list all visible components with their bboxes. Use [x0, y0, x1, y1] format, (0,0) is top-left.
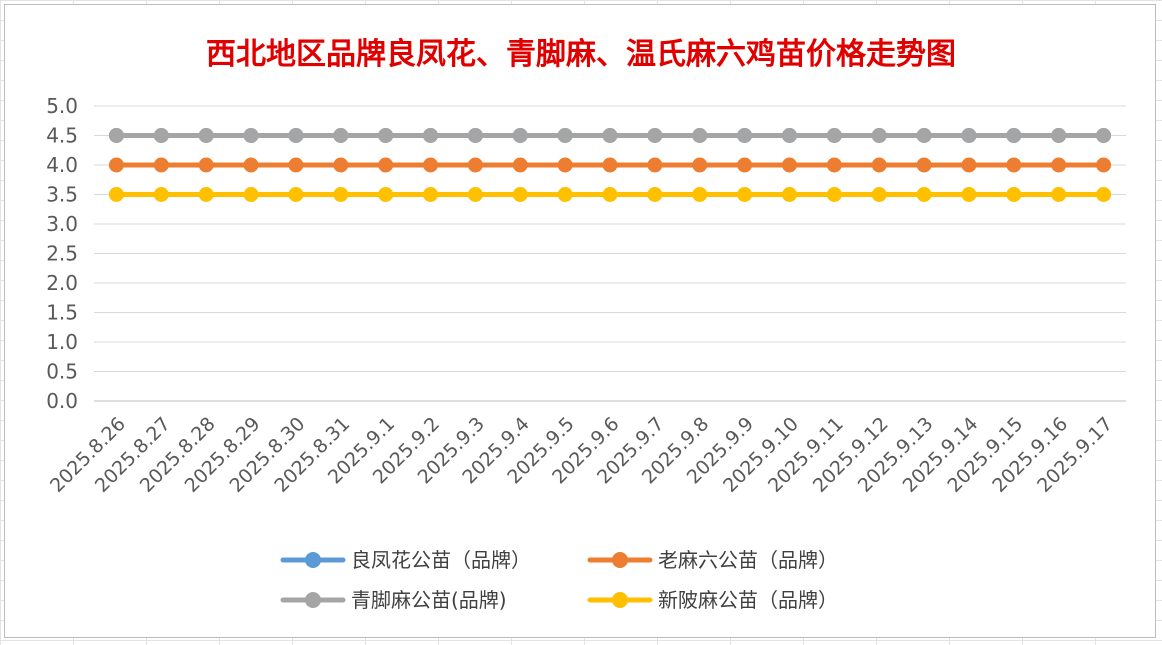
data-point — [288, 128, 304, 143]
data-point — [333, 128, 349, 143]
y-tick-label: 1.0 — [46, 330, 78, 354]
legend-marker — [612, 552, 628, 568]
data-point — [1096, 187, 1112, 202]
data-point — [602, 157, 618, 173]
data-point — [781, 157, 797, 173]
data-point — [153, 187, 169, 202]
data-point — [1051, 157, 1067, 173]
data-point — [692, 128, 708, 143]
legend-marker — [612, 592, 628, 608]
data-point — [961, 187, 977, 202]
data-point — [467, 128, 483, 143]
legend-label: 良凤花公苗（品牌） — [351, 548, 531, 572]
data-point — [108, 187, 124, 202]
data-point — [916, 187, 932, 202]
data-point — [153, 157, 169, 173]
chart-title: 西北地区品牌良凤花、青脚麻、温氏麻六鸡苗价格走势图 — [206, 37, 956, 72]
data-point — [602, 187, 618, 202]
data-point — [692, 157, 708, 173]
legend-label: 新陂麻公苗（品牌） — [658, 588, 838, 612]
y-tick-label: 5.0 — [46, 94, 78, 118]
data-point — [961, 128, 977, 143]
data-point — [916, 128, 932, 143]
legend-marker — [305, 592, 321, 608]
data-point — [961, 157, 977, 173]
data-point — [1006, 128, 1022, 143]
data-point — [423, 187, 439, 202]
legend-item: 新陂麻公苗（品牌） — [587, 588, 838, 612]
data-point — [1051, 128, 1067, 143]
data-point — [647, 157, 663, 173]
data-point — [737, 187, 753, 202]
series-3 — [108, 128, 1112, 143]
data-point — [647, 187, 663, 202]
legend-label: 青脚麻公苗(品牌) — [351, 588, 507, 612]
data-point — [108, 128, 124, 143]
data-point — [781, 187, 797, 202]
y-tick-label: 4.0 — [46, 153, 78, 177]
data-point — [916, 157, 932, 173]
data-point — [108, 157, 124, 173]
data-point — [1096, 157, 1112, 173]
y-tick-label: 4.5 — [46, 124, 78, 148]
data-point — [647, 128, 663, 143]
data-point — [871, 128, 887, 143]
legend-item: 良凤花公苗（品牌） — [280, 548, 531, 572]
data-point — [737, 128, 753, 143]
data-point — [378, 187, 394, 202]
data-point — [198, 187, 214, 202]
y-tick-label: 3.0 — [46, 212, 78, 236]
legend-item: 青脚麻公苗(品牌) — [280, 588, 507, 612]
legend-item: 老麻六公苗（品牌） — [587, 548, 838, 572]
data-point — [557, 157, 573, 173]
data-point — [1096, 128, 1112, 143]
legend-label: 老麻六公苗（品牌） — [658, 548, 838, 572]
data-point — [467, 157, 483, 173]
data-point — [198, 157, 214, 173]
data-point — [781, 128, 797, 143]
legend-marker — [305, 552, 321, 568]
data-point — [871, 187, 887, 202]
data-point — [288, 157, 304, 173]
data-point — [826, 187, 842, 202]
data-point — [692, 187, 708, 202]
y-tick-label: 2.0 — [46, 271, 78, 295]
data-point — [198, 128, 214, 143]
data-point — [243, 187, 259, 202]
data-point — [423, 157, 439, 173]
data-point — [467, 187, 483, 202]
data-point — [423, 128, 439, 143]
series-4 — [108, 187, 1112, 202]
data-point — [871, 157, 887, 173]
y-tick-label: 0.0 — [46, 389, 78, 413]
y-tick-label: 0.5 — [46, 360, 78, 384]
data-point — [512, 187, 528, 202]
data-point — [378, 128, 394, 143]
data-point — [1051, 187, 1067, 202]
series-2 — [108, 157, 1112, 173]
data-point — [512, 157, 528, 173]
data-point — [1006, 187, 1022, 202]
data-point — [333, 157, 349, 173]
data-point — [826, 128, 842, 143]
data-point — [737, 157, 753, 173]
data-point — [153, 128, 169, 143]
chart-container[interactable]: 西北地区品牌良凤花、青脚麻、温氏麻六鸡苗价格走势图 — [4, 4, 1156, 638]
data-point — [512, 128, 528, 143]
data-point — [557, 187, 573, 202]
data-point — [243, 157, 259, 173]
data-point — [557, 128, 573, 143]
data-point — [378, 157, 394, 173]
data-point — [288, 187, 304, 202]
data-point — [333, 187, 349, 202]
data-point — [826, 157, 842, 173]
data-point — [602, 128, 618, 143]
y-tick-label: 1.5 — [46, 301, 78, 325]
data-point — [1006, 157, 1022, 173]
y-tick-label: 3.5 — [46, 183, 78, 207]
data-point — [243, 128, 259, 143]
y-tick-label: 2.5 — [46, 242, 78, 266]
